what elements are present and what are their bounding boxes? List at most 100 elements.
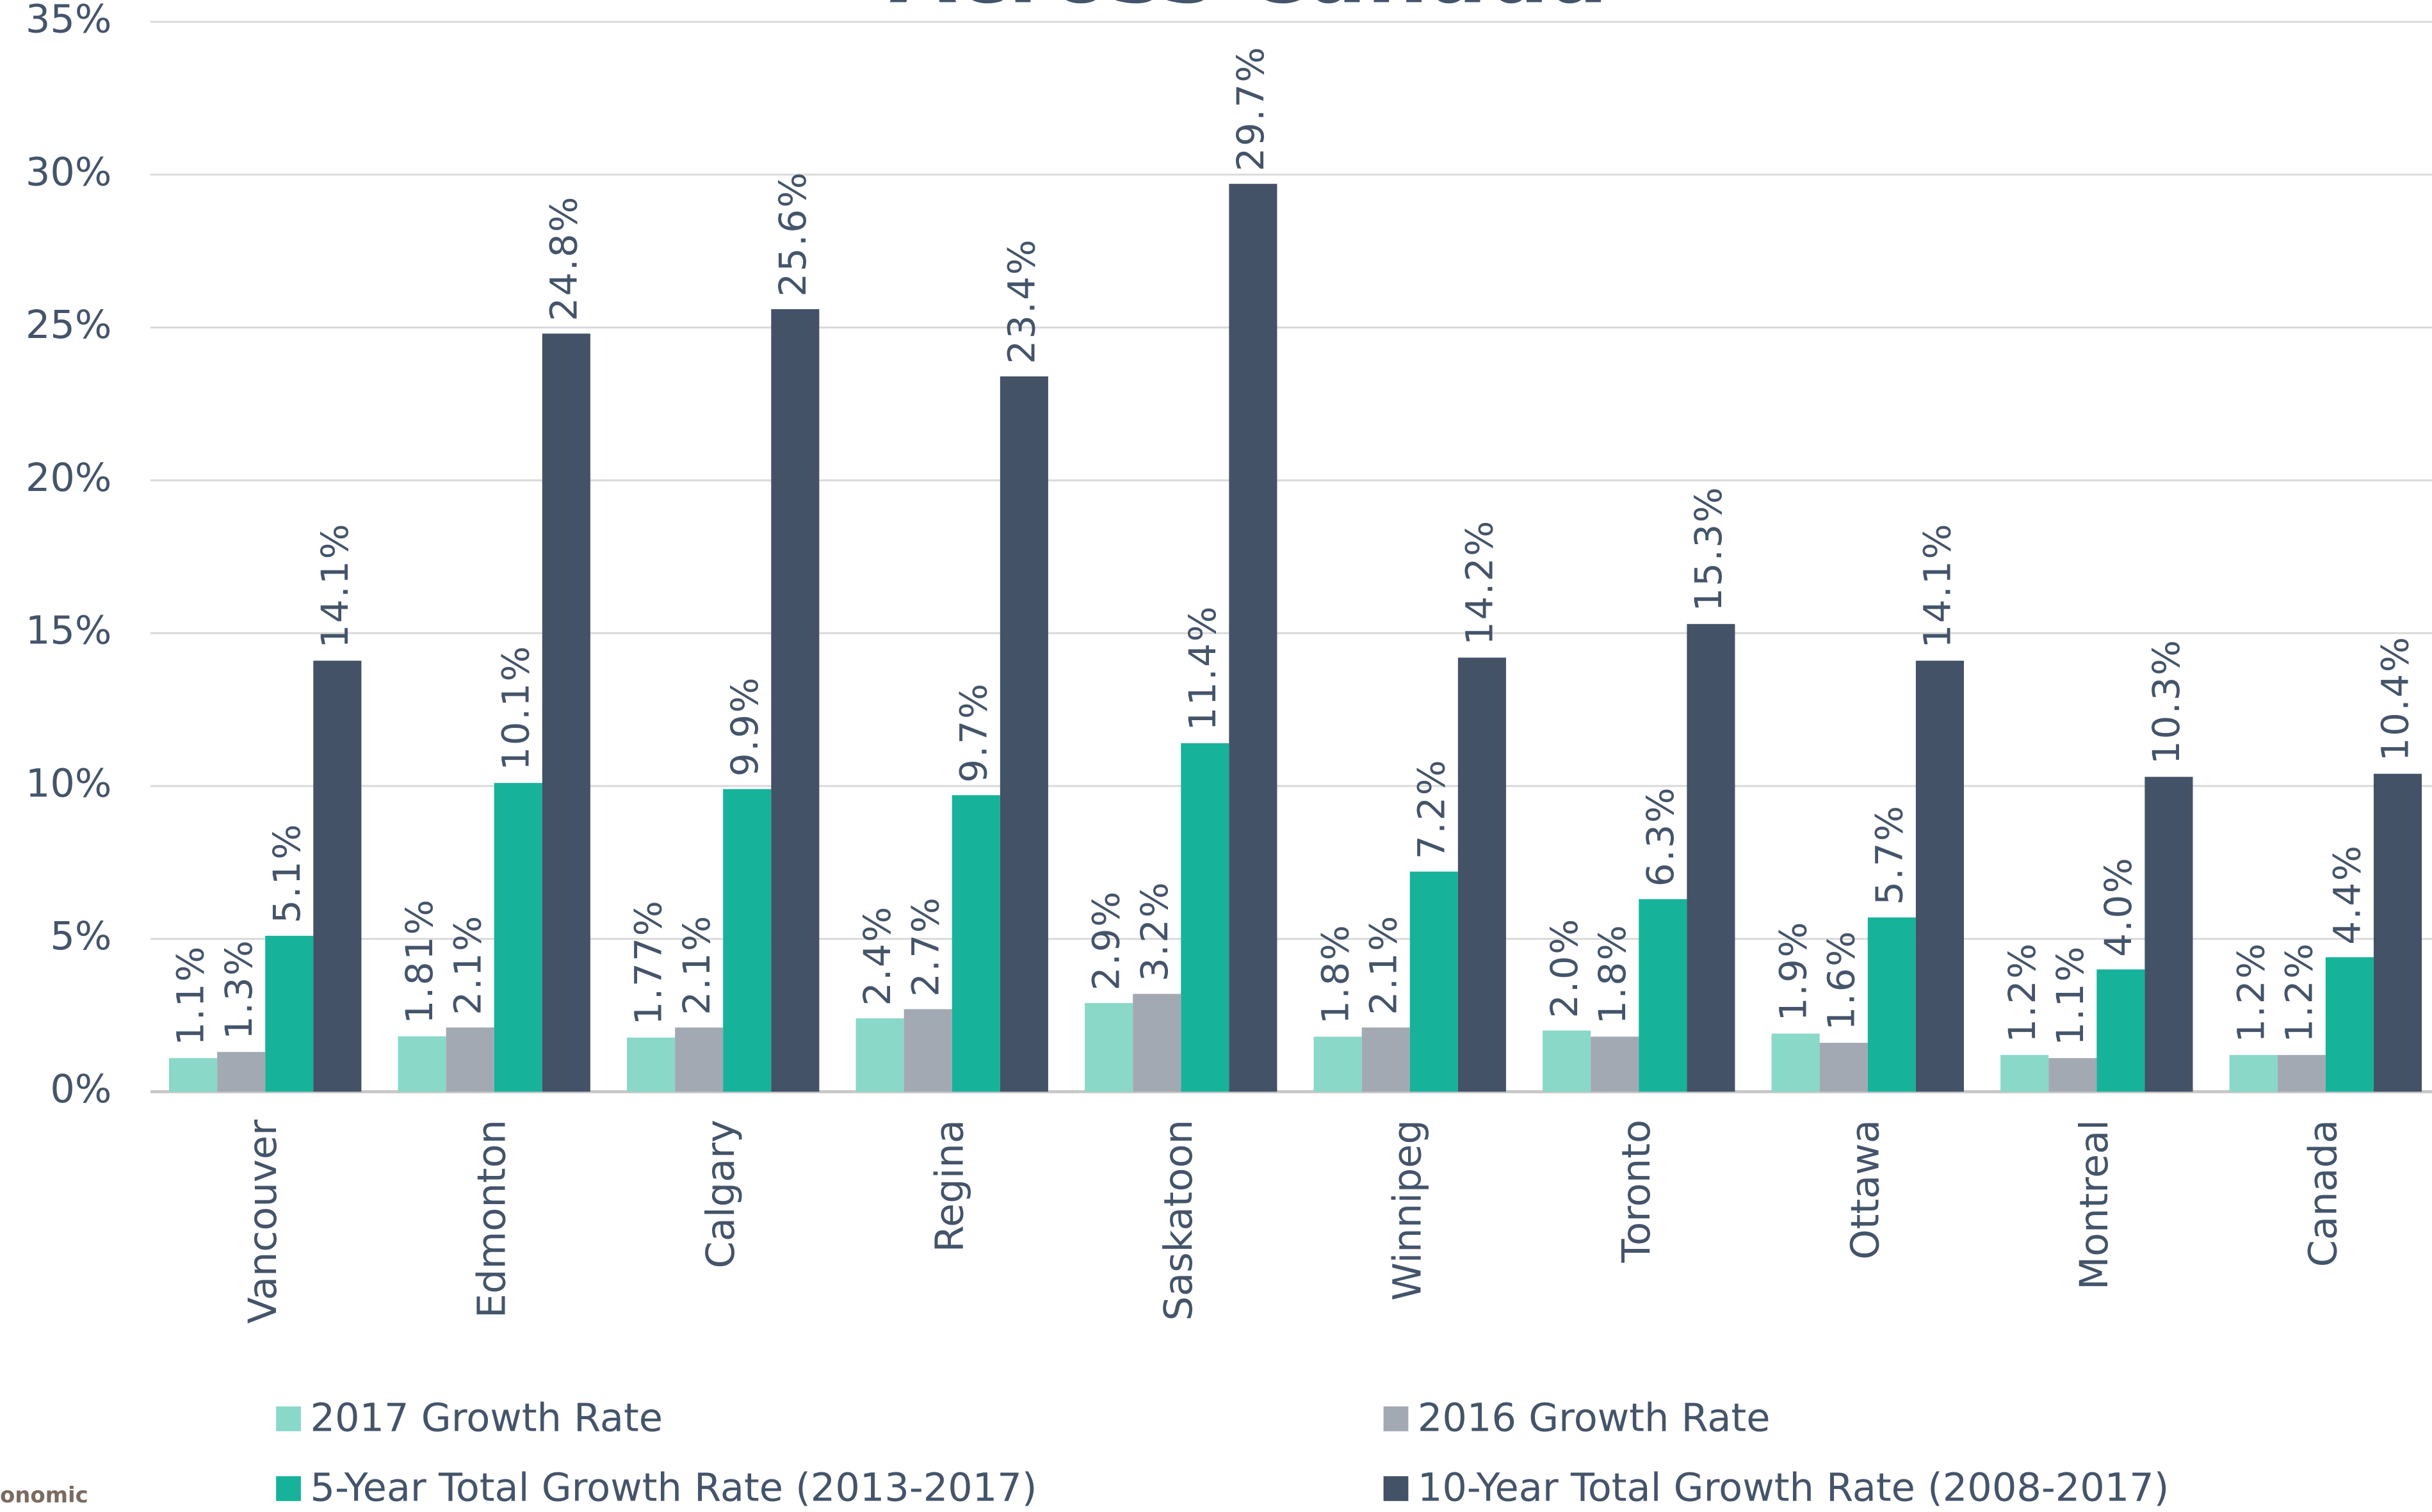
data-label: 1.6% [1819, 929, 1863, 1030]
bar [398, 1036, 446, 1092]
data-label: 2.1% [446, 914, 489, 1015]
bar [1867, 917, 1916, 1092]
legend-label: 2017 Growth Rate [310, 1396, 663, 1441]
bar [1313, 1036, 1362, 1092]
data-label: 14.2% [1458, 519, 1502, 645]
bar [2000, 1055, 2049, 1092]
bar [1409, 871, 1458, 1092]
bar [1819, 1043, 1868, 1092]
bar [2325, 957, 2374, 1092]
bar [2144, 776, 2193, 1092]
bar [169, 1058, 218, 1092]
bar [1181, 743, 1229, 1092]
bar [1591, 1036, 1639, 1092]
data-label: 4.4% [2325, 844, 2369, 945]
data-label: 2.0% [1543, 917, 1586, 1018]
x-tick-label: Montreal [2072, 1120, 2117, 1290]
data-label: 1.8% [1313, 924, 1357, 1024]
data-label: 9.7% [952, 682, 995, 782]
data-label: 2.9% [1085, 890, 1128, 990]
chart-title: Across Canada [889, 0, 1608, 22]
bar [1361, 1027, 1410, 1092]
y-tick-label: 5% [50, 914, 111, 959]
x-tick-label: Calgary [699, 1120, 743, 1268]
bar [855, 1018, 904, 1092]
data-label: 1.77% [627, 899, 670, 1025]
y-tick-label: 30% [26, 150, 112, 195]
bar [2048, 1058, 2097, 1092]
data-label: 2.1% [675, 914, 718, 1015]
bar [265, 935, 314, 1092]
data-label: 10.4% [2374, 636, 2417, 762]
bar [542, 334, 590, 1092]
data-label: 5.7% [1867, 804, 1911, 905]
data-label: 15.3% [1687, 486, 1730, 612]
bar [1457, 657, 1506, 1092]
bar [2229, 1055, 2278, 1092]
bar [446, 1027, 494, 1092]
data-label: 11.4% [1181, 605, 1224, 731]
data-label: 2.1% [1361, 914, 1405, 1015]
data-label: 1.3% [217, 939, 261, 1040]
data-label: 1.8% [1591, 924, 1634, 1024]
bar [1229, 184, 1277, 1092]
bar [904, 1009, 952, 1092]
y-tick-label: 10% [26, 761, 112, 806]
x-tick-label: Edmonton [469, 1120, 514, 1318]
bar [771, 309, 820, 1092]
y-tick-label: 25% [26, 303, 112, 348]
data-label: 25.6% [771, 171, 815, 297]
legend-swatch [276, 1476, 301, 1501]
bar [1085, 1002, 1133, 1092]
legend-label: 10-Year Total Growth Rate (2008-2017) [1418, 1466, 2169, 1511]
bar [723, 789, 772, 1092]
data-label: 1.2% [2277, 942, 2321, 1042]
bar [1543, 1030, 1591, 1092]
bar [2096, 969, 2145, 1092]
bar [1000, 376, 1048, 1092]
legend-label: 2016 Growth Rate [1418, 1396, 1771, 1441]
bar [1687, 623, 1735, 1092]
data-label: 6.3% [1639, 786, 1682, 887]
footnote: onomic [0, 1483, 88, 1508]
data-label: 5.1% [265, 823, 309, 923]
legend-label: 5-Year Total Growth Rate (2013-2017) [310, 1466, 1037, 1511]
data-label: 1.9% [1771, 921, 1815, 1021]
data-label: 2.4% [855, 905, 899, 1006]
bar [217, 1052, 266, 1092]
data-label: 7.2% [1409, 759, 1453, 859]
data-label: 23.4% [1000, 238, 1043, 364]
bar [1771, 1033, 1820, 1092]
x-tick-label: Canada [2301, 1120, 2346, 1267]
data-label: 9.9% [723, 676, 766, 776]
x-tick-label: Saskatoon [1156, 1120, 1201, 1321]
y-tick-label: 35% [26, 0, 112, 42]
x-tick-label: Toronto [1614, 1120, 1659, 1264]
bar [1133, 993, 1181, 1092]
data-label: 14.1% [313, 522, 357, 648]
x-tick-label: Regina [927, 1120, 972, 1252]
data-label: 10.1% [494, 645, 537, 771]
bar [952, 795, 1000, 1092]
bar [2277, 1055, 2326, 1092]
data-label: 1.2% [2000, 942, 2044, 1042]
y-tick-label: 20% [26, 456, 112, 501]
data-label: 3.2% [1133, 881, 1176, 981]
legend-swatch [276, 1406, 301, 1431]
bar [2373, 773, 2422, 1092]
data-label: 4.0% [2096, 857, 2140, 957]
x-tick-label: Winnipeg [1385, 1120, 1430, 1301]
data-label: 2.7% [904, 896, 947, 997]
bar [675, 1027, 724, 1092]
bar [494, 783, 542, 1092]
legend-swatch [1383, 1406, 1409, 1431]
y-tick-label: 0% [50, 1067, 111, 1112]
data-label: 1.81% [398, 898, 441, 1024]
bar [1639, 899, 1687, 1092]
x-tick-label: Vancouver [241, 1120, 286, 1324]
data-label: 10.3% [2144, 638, 2188, 764]
legend-swatch [1383, 1476, 1409, 1501]
bar [1915, 661, 1964, 1092]
